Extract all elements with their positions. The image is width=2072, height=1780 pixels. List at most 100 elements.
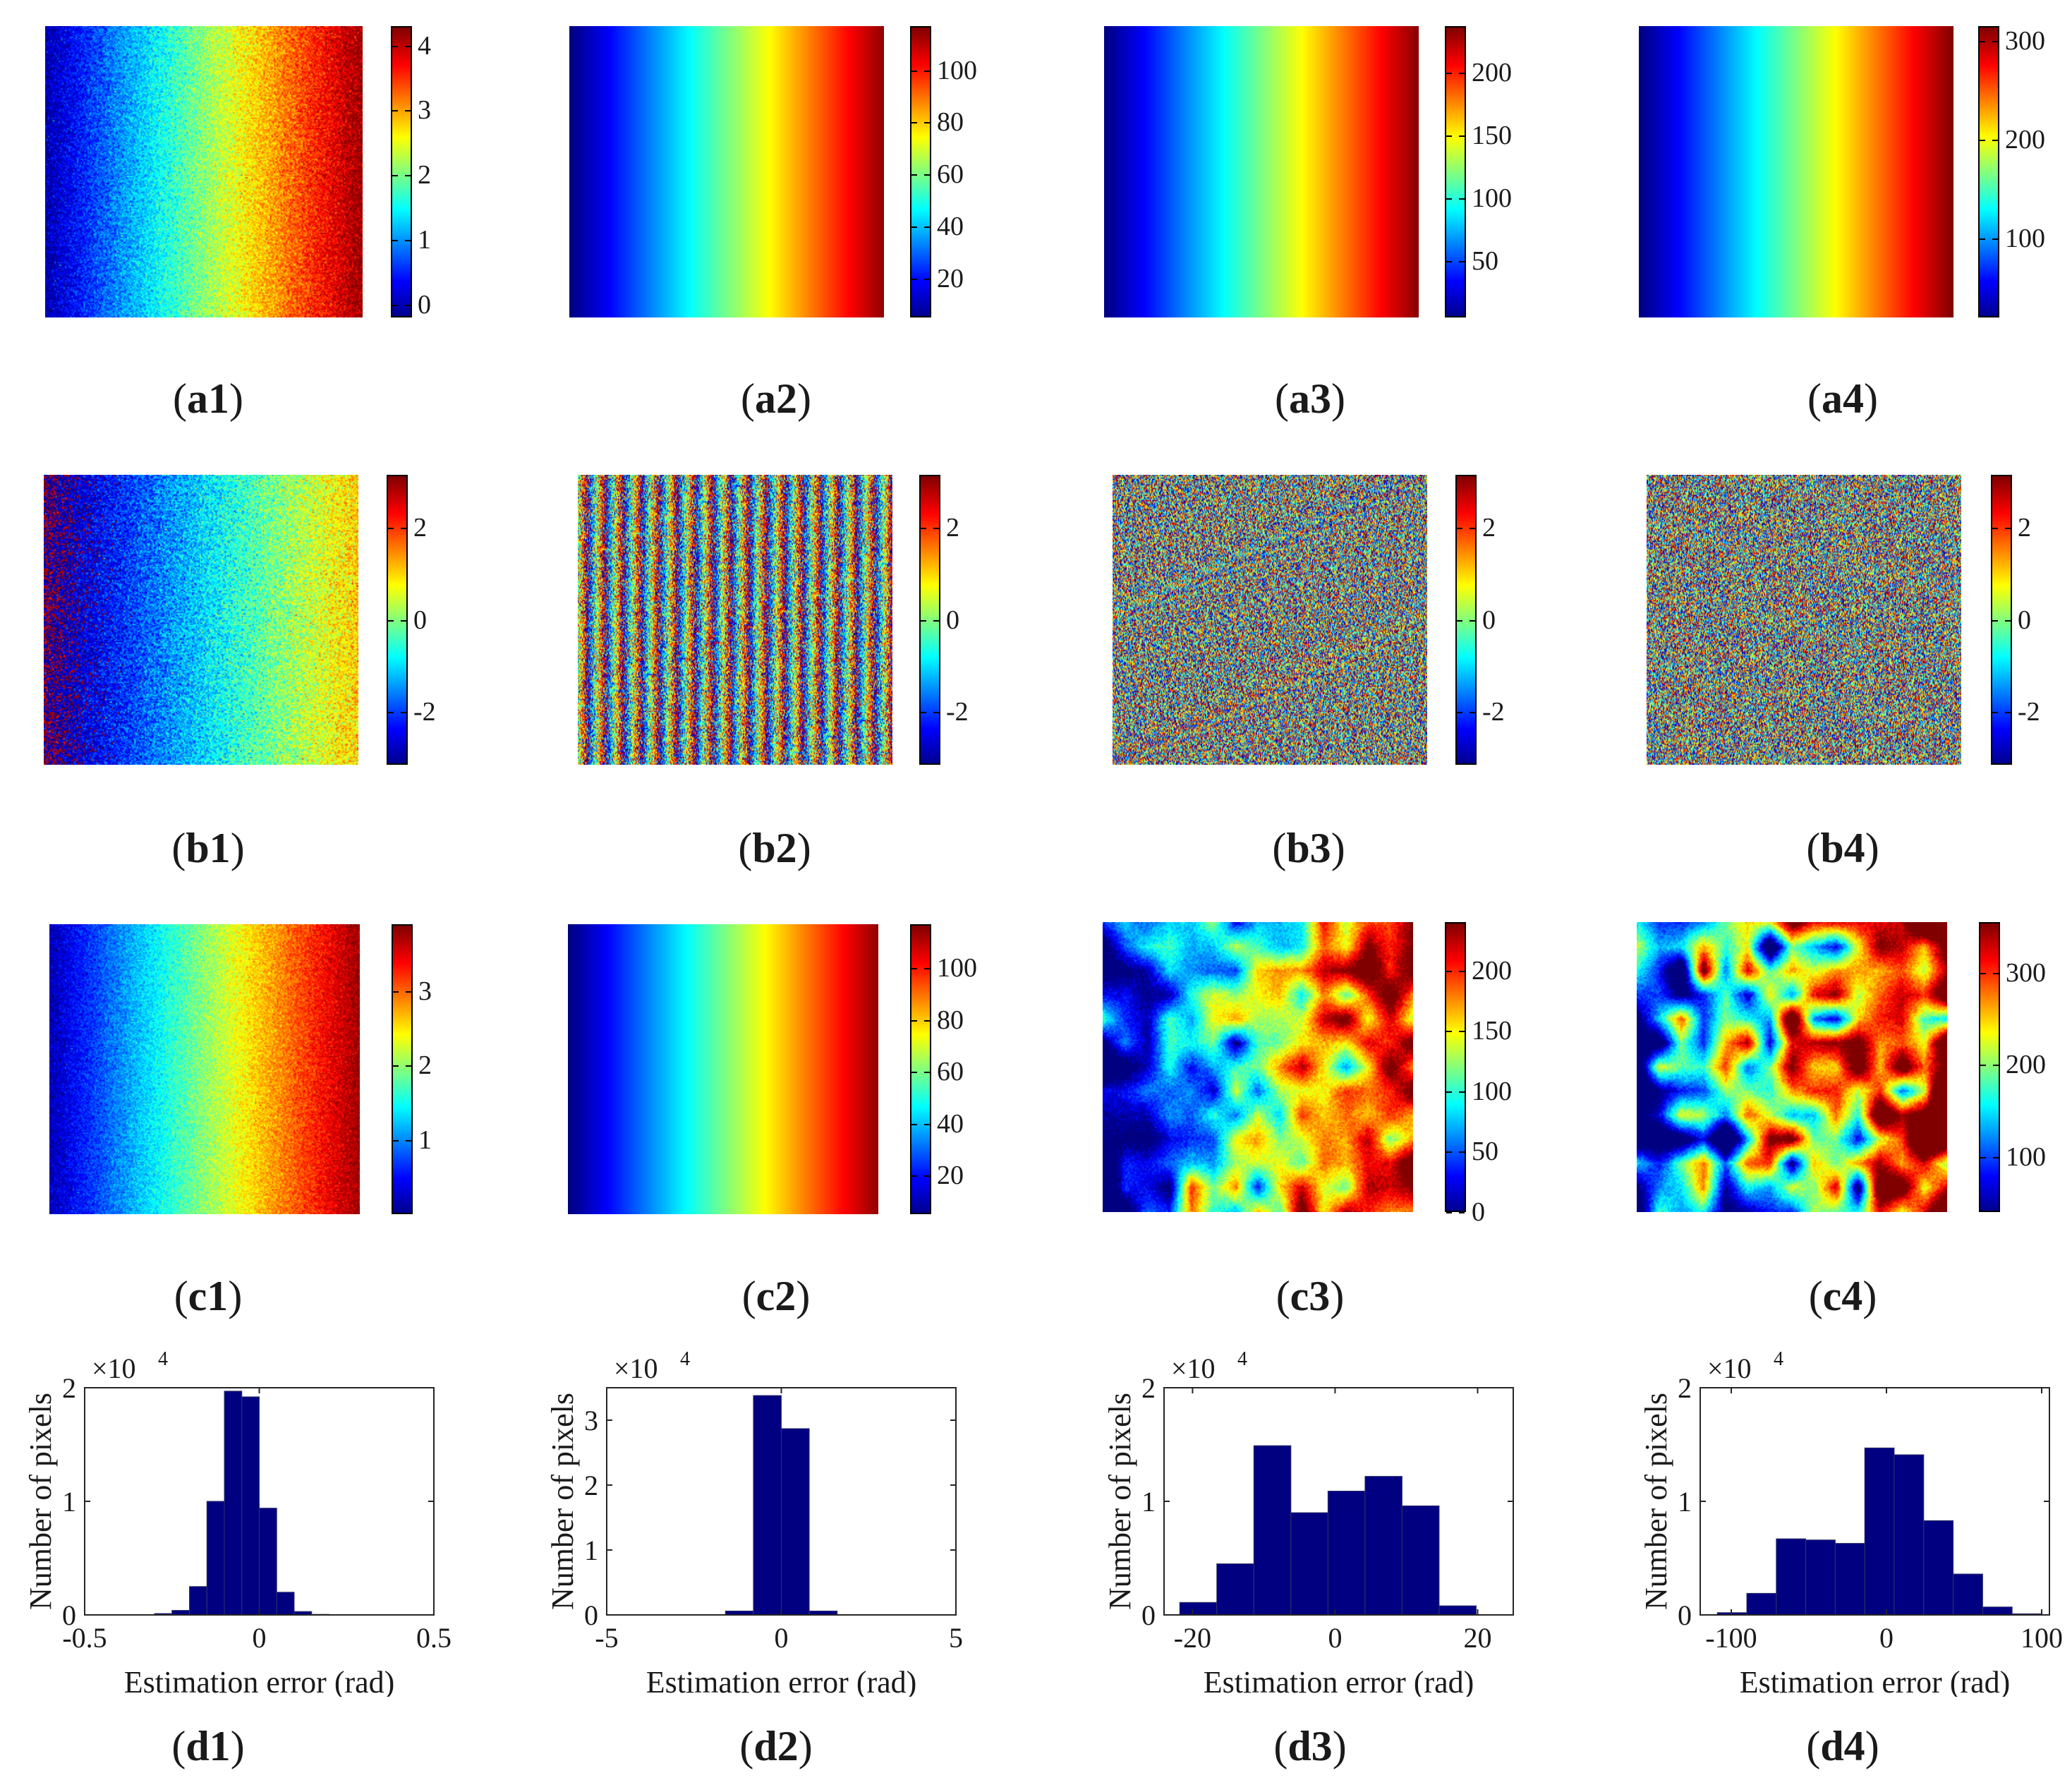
colorbar-tick-label: 100 [1472,183,1512,213]
colorbar-tick-label: 100 [937,953,977,983]
histogram-bar [206,1501,225,1616]
heatmap-a2 [569,26,884,317]
colorbar-tick [911,70,917,72]
colorbar-tick-label: 2 [418,1051,432,1081]
colorbar-tick [924,1019,930,1022]
histogram-bar [1746,1592,1777,1616]
axis-scale-exponent: 4 [1774,1348,1783,1370]
axis-scale-factor: ×10 [92,1352,136,1384]
x-axis-label: Estimation error (rad) [646,1665,917,1697]
caption-b2: (b2) [738,825,811,871]
colorbar-tick-label: 150 [1472,1016,1512,1046]
colorbar-a3 [1445,26,1466,317]
colorbar-tick [388,712,394,714]
colorbar-tick [1446,1212,1452,1213]
x-tick-label: -0.5 [62,1622,107,1654]
colorbar-tick [911,1123,917,1125]
colorbar-tick [921,527,926,529]
histogram-bar [1438,1605,1477,1616]
colorbar-tick [1446,135,1452,137]
colorbar-tick-label: 50 [1472,246,1498,276]
colorbar-tick-label: 2 [418,160,431,190]
colorbar-tick-label: -2 [2018,697,2040,727]
colorbar-tick-label: 20 [937,263,964,293]
histogram-d4: -100 0 100 0 1 2 ×10 4 Estimation error (rad) Num… [1639,1348,2063,1697]
colorbar-tick-label: 100 [2005,224,2045,253]
colorbar-tick [924,1175,930,1177]
y-axis-label: Number of pixels [545,1393,580,1610]
colorbar-tick-label: -2 [1482,697,1505,727]
x-tick-label: -5 [595,1622,618,1654]
colorbar-tick [1980,140,1985,141]
caption-c3: (c3) [1276,1273,1345,1319]
colorbar-tick-label: 20 [937,1160,964,1190]
colorbar-tick-label: 1 [418,1125,432,1155]
x-tick-label: 0 [775,1622,789,1654]
heatmap-c4 [1637,922,1947,1212]
heatmap-c1 [49,924,360,1214]
colorbar-tick [392,45,398,47]
colorbar-tick-label: 1 [418,224,431,255]
colorbar-tick-label: 200 [2005,125,2045,155]
colorbar-tick [1980,1065,1986,1067]
colorbar-tick [405,110,411,112]
colorbar-tick-label: 200 [1472,955,1512,986]
histogram-bar [1864,1447,1895,1616]
colorbar-tick [1992,712,1998,714]
colorbar-tick-label: 2 [413,512,427,543]
histogram-bar [1364,1476,1402,1616]
axis-scale-factor: ×10 [614,1352,658,1384]
x-tick-label: 0 [1879,1622,1894,1654]
histogram-bar [753,1395,782,1616]
histogram-bar [276,1592,295,1616]
colorbar-tick [388,527,394,529]
colorbar-tick-label: 0 [1472,1197,1485,1227]
colorbar-tick-label: 0 [1482,605,1496,635]
y-tick-label: 2 [1141,1372,1156,1404]
colorbar-tick [1459,135,1465,137]
axis-scale-factor: ×10 [1707,1352,1752,1384]
y-tick-label: 1 [584,1534,598,1566]
colorbar-tick-label: 300 [2005,26,2045,56]
histogram-bar [1982,1606,2013,1616]
colorbar-tick [1980,238,1985,240]
histogram-bar [224,1391,243,1616]
colorbar-tick [1446,72,1452,74]
colorbar-tick [401,527,406,529]
colorbar-tick [1446,260,1452,262]
y-tick-label: 1 [1678,1486,1692,1518]
colorbar-tick [1446,1151,1452,1154]
colorbar-c1 [392,924,413,1214]
colorbar-tick [911,1072,917,1074]
colorbar-tick-label: 200 [1472,57,1512,87]
colorbar-tick [933,527,939,529]
heatmap-b3 [1113,475,1427,765]
colorbar-c2 [910,924,931,1214]
colorbar-tick [924,174,930,176]
y-tick-label: 2 [62,1372,76,1404]
colorbar-a2 [910,26,931,317]
histogram-bar [1805,1539,1836,1616]
y-axis-label: Number of pixels [1103,1393,1137,1610]
colorbar-tick [1993,1156,1999,1158]
colorbar-tick [392,175,398,177]
colorbar-tick [1980,1156,1986,1158]
colorbar-tick-label: 100 [1472,1076,1512,1106]
histogram-bar [1776,1538,1807,1616]
colorbar-tick [2005,712,2011,714]
colorbar-tick [405,239,411,241]
histogram-bar [781,1428,810,1616]
colorbar-tick [1459,1091,1465,1093]
y-tick-label: 1 [1141,1486,1156,1518]
colorbar-tick [393,1139,399,1142]
y-axis-label: Number of pixels [23,1393,58,1610]
colorbar-tick [911,1175,917,1177]
x-tick-label: 100 [2020,1622,2063,1654]
colorbar-tick-label: 3 [418,976,432,1006]
histogram-bar [1953,1573,1983,1616]
colorbar-a1 [391,26,412,317]
colorbar-tick [1992,619,1998,622]
histogram-bar [241,1396,260,1616]
colorbar-tick [1993,972,1999,974]
